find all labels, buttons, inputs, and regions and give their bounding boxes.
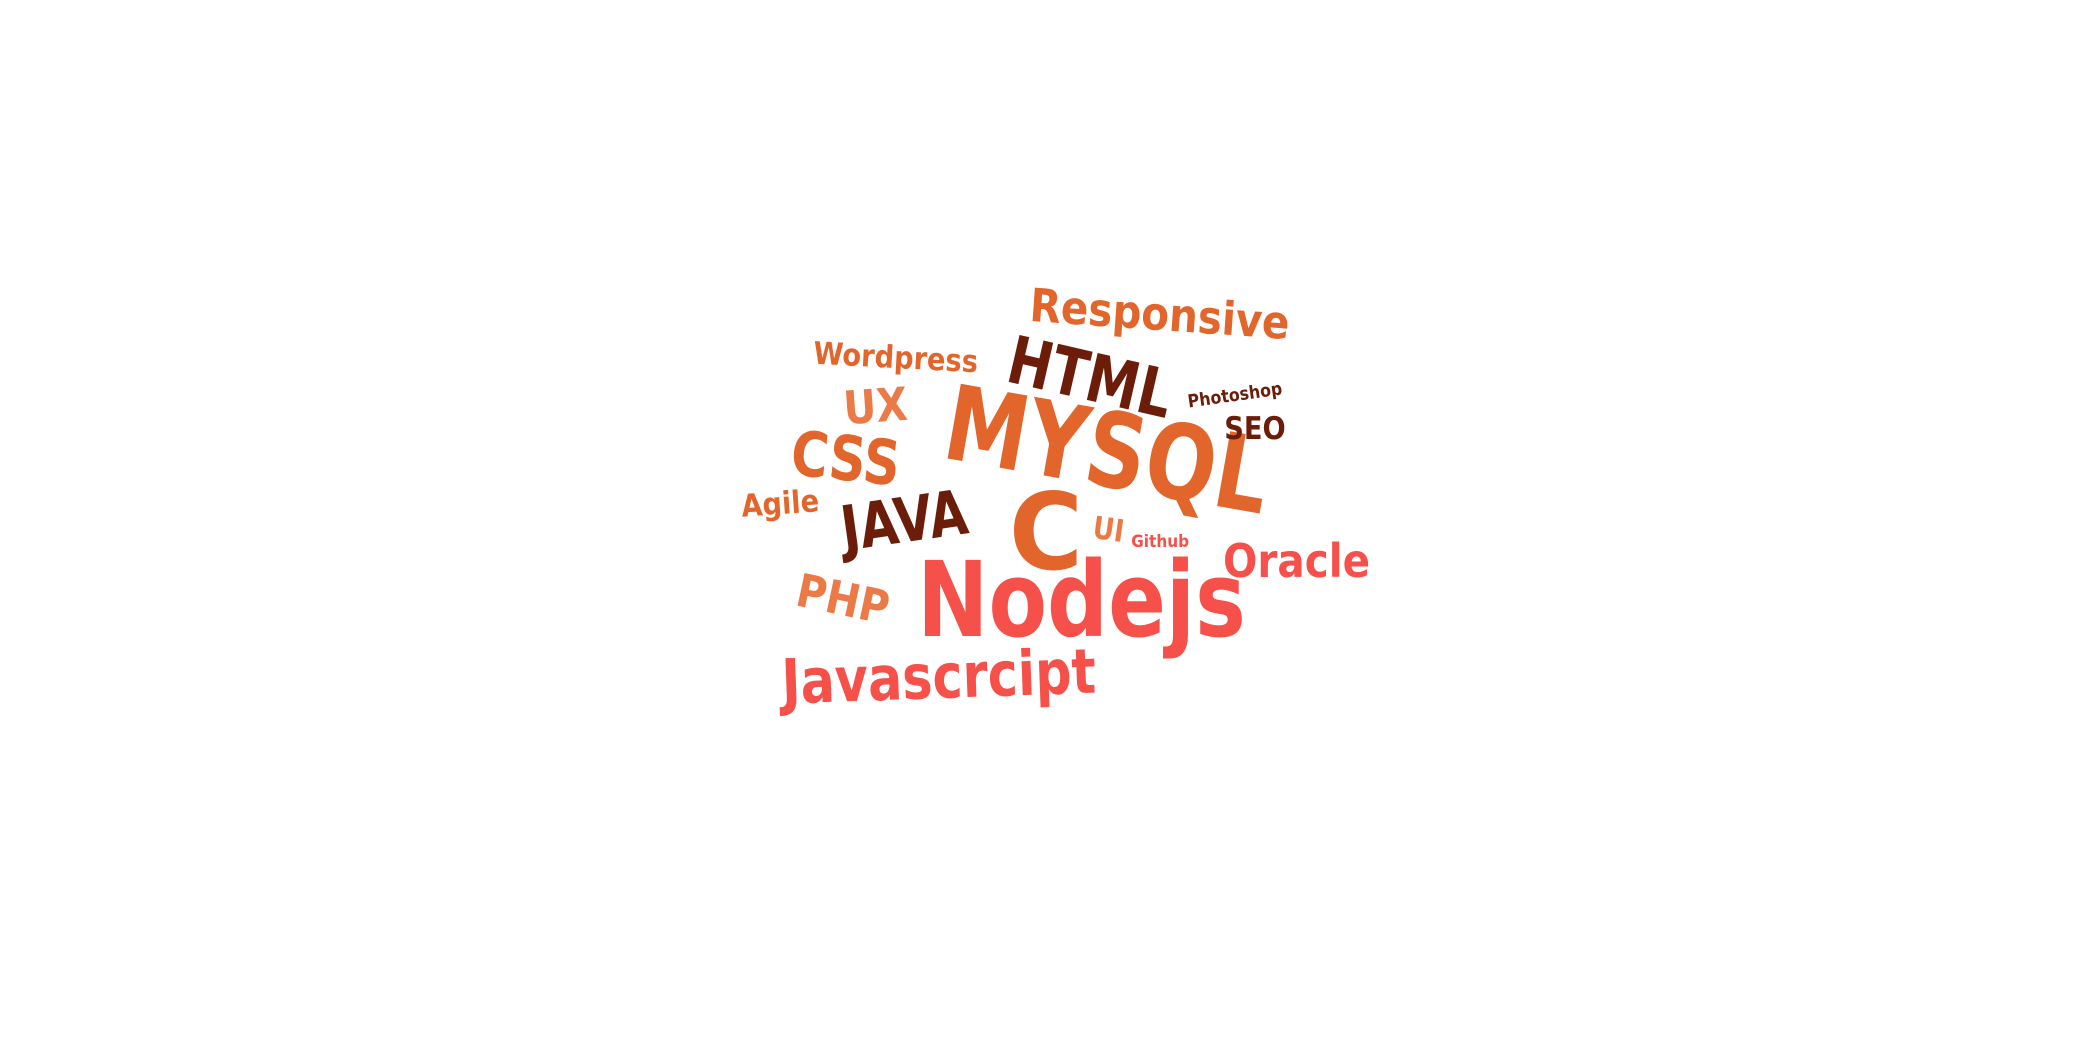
- word-c: C: [1008, 471, 1083, 594]
- word-oracle: Oracle: [1222, 534, 1370, 588]
- word-javascrcipt: Javascrcipt: [779, 634, 1097, 719]
- word-wordpress: Wordpress: [811, 335, 979, 380]
- word-photoshop: Photoshop: [1186, 378, 1284, 413]
- word-nodejs: Nodejs: [916, 539, 1246, 661]
- word-github: Github: [1131, 531, 1190, 552]
- word-agile: Agile: [740, 482, 821, 525]
- word-php: PHP: [791, 562, 895, 636]
- word-seo: SEO: [1224, 410, 1286, 447]
